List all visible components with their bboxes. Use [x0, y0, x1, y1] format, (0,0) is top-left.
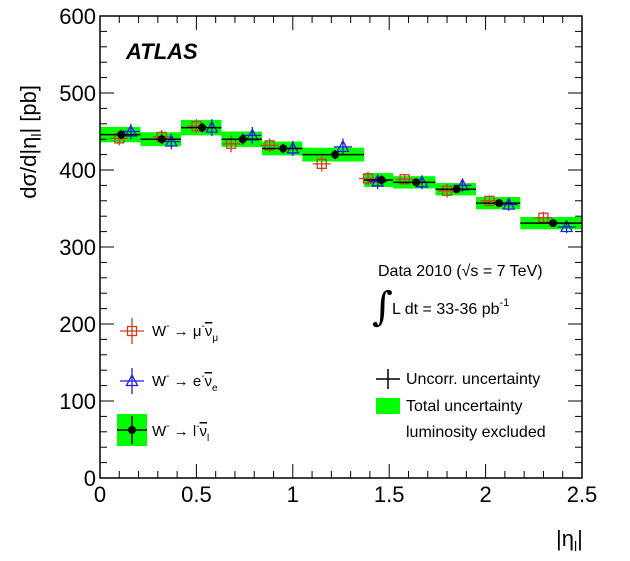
integral-symbol: ∫: [372, 284, 393, 330]
circle-marker: [198, 123, 207, 132]
circle-marker: [412, 178, 421, 187]
circle-marker: [238, 135, 247, 144]
x-tick-label: 0.5: [181, 482, 212, 507]
triangle-marker: [560, 219, 574, 233]
y-tick-label: 0: [84, 466, 96, 491]
square-marker: [538, 212, 549, 223]
triangle-marker: [164, 134, 178, 147]
total-label-1: Total uncertainty: [406, 398, 523, 415]
annotations: Data 2010 (√s = 7 TeV) ∫ L dt = 33-36 pb…: [372, 263, 546, 441]
circle-marker: [495, 199, 504, 208]
square-marker: [126, 325, 138, 337]
legend-muon-label: W- → μ-νμ: [152, 321, 218, 344]
y-tick-label: 600: [59, 4, 96, 29]
lumi-exponent: -1: [500, 297, 510, 309]
legend-combined-label: W- → l-νl: [152, 421, 209, 444]
circle-marker: [157, 135, 166, 144]
square-marker: [316, 158, 327, 169]
triangle-marker: [124, 124, 138, 137]
x-tick-label: 1.5: [374, 482, 405, 507]
total-legend-swatch: [376, 398, 400, 414]
square-marker: [362, 173, 374, 184]
data-points: [100, 119, 582, 234]
x-axis-title: |ηl|: [556, 526, 583, 554]
triangle-marker: [502, 197, 516, 210]
triangle-marker: [125, 373, 139, 387]
uncorr-label: Uncorr. uncertainty: [406, 371, 540, 388]
legend-markers: [117, 318, 147, 446]
data-label: Data 2010 (√s = 7 TeV): [378, 263, 543, 280]
lumi-text: L dt = 33-36 pb: [392, 301, 500, 318]
square-marker: [484, 195, 495, 206]
x-tick-label: 1: [287, 482, 299, 507]
y-tick-label: 500: [59, 81, 96, 106]
circle-marker: [117, 130, 126, 139]
y-tick-label: 100: [59, 389, 96, 414]
legend-electron-label: W- → e-νe: [152, 371, 218, 394]
triangle-marker: [336, 139, 350, 153]
circle-marker: [331, 150, 340, 159]
legend: W- → μ-νμ W- → e-νe W- → l-νl: [117, 318, 218, 446]
x-tick-label: 0: [94, 482, 106, 507]
x-tick-label: 2.5: [567, 482, 598, 507]
square-marker: [264, 140, 275, 151]
circle-marker: [377, 176, 386, 185]
y-axis-title: dσ/d|ηl| [pb]: [16, 85, 44, 199]
circle-marker: [549, 219, 558, 228]
lumi-label: L dt = 33-36 pb-1: [392, 297, 509, 318]
square-marker: [441, 185, 453, 196]
y-tick-label: 300: [59, 235, 96, 260]
y-tick-label: 200: [59, 312, 96, 337]
y-tick-label: 400: [59, 158, 96, 183]
triangle-marker: [205, 120, 219, 133]
atlas-label: ATLAS: [125, 39, 198, 64]
x-tick-label: 2: [479, 482, 491, 507]
total-label-2: luminosity excluded: [406, 424, 546, 441]
square-marker: [399, 174, 410, 185]
circle-marker: [279, 144, 288, 153]
circle-marker: [452, 185, 461, 194]
axis-ticks: 0 0.5 1 1.5 2 2.5 0 100 200 300 400 500 600: [59, 4, 597, 507]
circle-marker: [128, 426, 136, 434]
